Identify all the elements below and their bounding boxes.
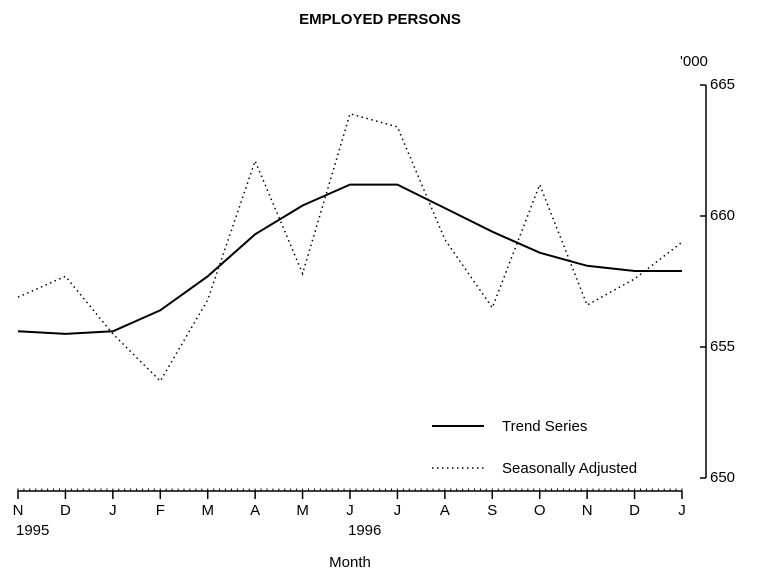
x-tick-label: D: [60, 502, 71, 519]
x-tick-label: M: [296, 502, 309, 519]
chart-title: EMPLOYED PERSONS: [299, 11, 461, 28]
x-tick-label: J: [346, 502, 354, 519]
x-tick-label: J: [394, 502, 402, 519]
y-tick-label: 650: [710, 469, 735, 486]
x-tick-label: J: [109, 502, 117, 519]
x-tick-label: F: [156, 502, 165, 519]
y-tick-label: 655: [710, 338, 735, 355]
y-tick-label: 660: [710, 207, 735, 224]
y-unit: '000: [680, 53, 708, 70]
x-tick-label: S: [487, 502, 497, 519]
x-tick-label: A: [250, 502, 260, 519]
series-line: [17, 183, 682, 335]
legend-label: Seasonally Adjusted: [502, 460, 637, 477]
x-year-label: 1996: [348, 522, 381, 539]
x-axis-label: Month: [329, 554, 371, 571]
x-tick-label: N: [13, 502, 24, 519]
y-tick-label: 665: [710, 76, 735, 93]
x-tick-label: M: [201, 502, 214, 519]
x-tick-label: N: [582, 502, 593, 519]
x-tick-label: O: [534, 502, 546, 519]
x-year-label: 1995: [16, 522, 49, 539]
legend-label: Trend Series: [502, 418, 587, 435]
x-tick-label: J: [678, 502, 686, 519]
x-tick-label: A: [440, 502, 450, 519]
x-tick-label: D: [629, 502, 640, 519]
series-line: [17, 112, 683, 383]
